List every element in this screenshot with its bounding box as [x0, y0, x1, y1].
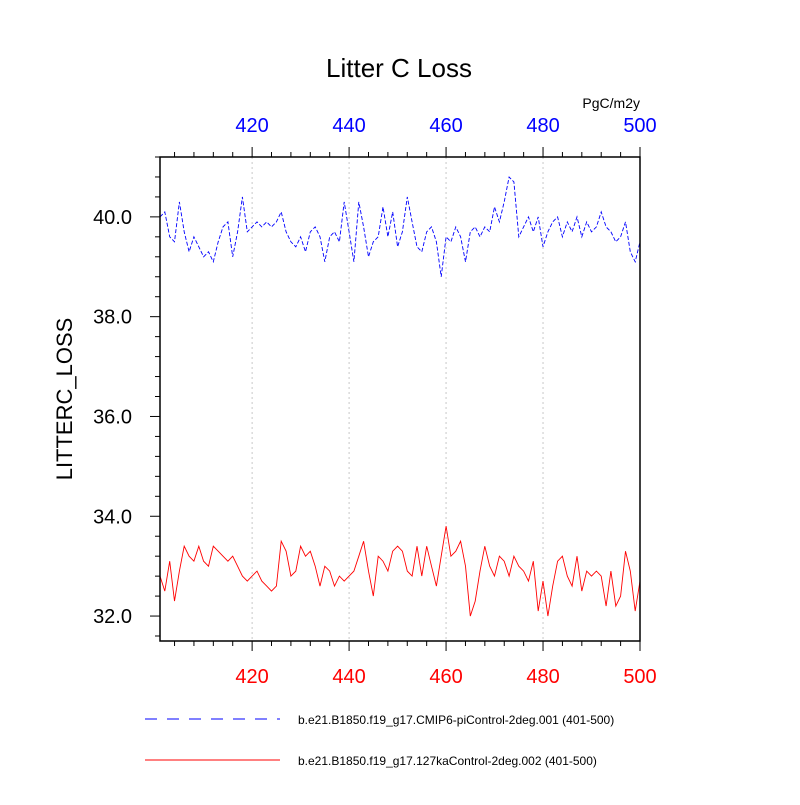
plot-frame [159, 156, 641, 642]
x-bottom-tick-label: 420 [235, 666, 268, 688]
y-tick-label: 32.0 [93, 606, 132, 628]
x-bottom-tick-label: 500 [623, 666, 656, 688]
legend: b.e21.B1850.f19_g17.CMIP6-piControl-2deg… [145, 713, 614, 768]
x-top-tick-label: 460 [429, 115, 462, 137]
x-top-tick-label: 420 [235, 115, 268, 137]
x-bottom-tick-label: 460 [429, 666, 462, 688]
x-bottom-tick-label: 440 [332, 666, 365, 688]
series-line-2 [159, 526, 641, 617]
y-tick-label: 40.0 [93, 207, 132, 229]
x-top-tick-label: 500 [623, 115, 656, 137]
y-tick-label: 38.0 [93, 307, 132, 329]
chart-title: Litter C Loss [326, 53, 472, 83]
legend-label-2: b.e21.B1850.f19_g17.127kaControl-2deg.00… [298, 754, 597, 768]
legend-label-1: b.e21.B1850.f19_g17.CMIP6-piControl-2deg… [298, 713, 614, 727]
x-bottom-tick-label: 480 [526, 666, 559, 688]
units-label: PgC/m2y [582, 95, 640, 111]
x-top-tick-label: 440 [332, 115, 365, 137]
y-axis-label: LITTERC_LOSS [52, 318, 77, 481]
series-lines [159, 176, 641, 617]
series-line-1 [159, 176, 641, 277]
y-tick-label: 36.0 [93, 406, 132, 428]
y-tick-label: 34.0 [93, 506, 132, 528]
x-top-tick-label: 480 [526, 115, 559, 137]
axes: 420 420 440 440 460 460 480 480 500 500 32.0 34.0 36… [93, 115, 657, 688]
gridlines [251, 157, 544, 641]
